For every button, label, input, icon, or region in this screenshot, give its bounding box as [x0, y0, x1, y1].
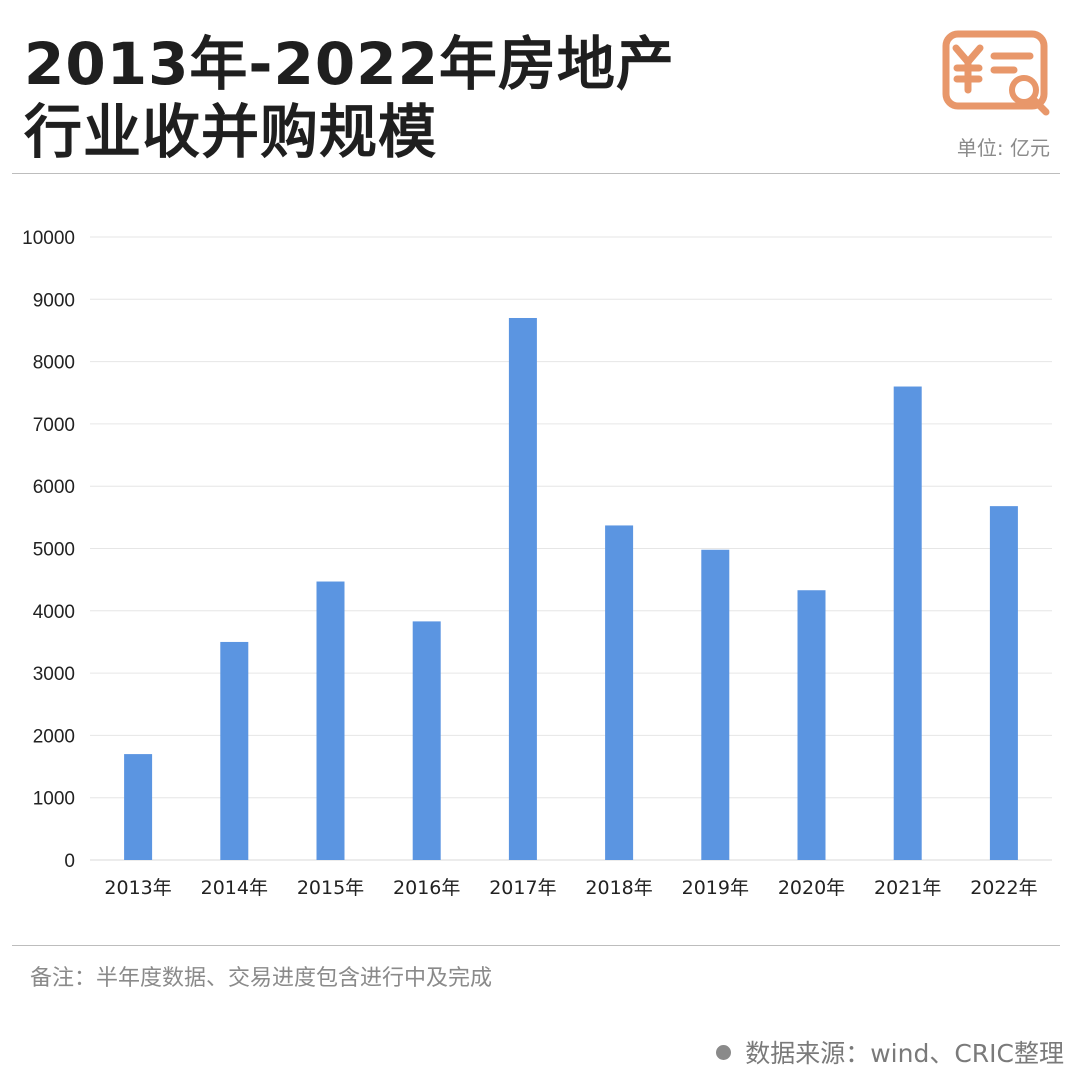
- bar: [508, 317, 537, 860]
- y-tick-label: 4000: [33, 602, 75, 623]
- x-tick-label: 2013年: [104, 877, 171, 899]
- bar: [412, 621, 441, 860]
- data-source: 数据来源：wind、CRIC整理: [716, 1034, 1064, 1070]
- unit-label: 单位: 亿元: [956, 136, 1050, 160]
- footer-divider: [12, 945, 1060, 946]
- bar: [124, 754, 153, 860]
- y-tick-label: 7000: [33, 415, 75, 436]
- x-tick-label: 2017年: [489, 877, 556, 899]
- x-tick-label: 2018年: [585, 877, 652, 899]
- y-tick-label: 2000: [33, 726, 75, 747]
- x-tick-label: 2022年: [970, 877, 1037, 899]
- title-line-2: 行业收并购规模: [24, 98, 438, 166]
- y-tick-label: 5000: [33, 540, 75, 561]
- bar: [220, 641, 249, 860]
- y-tick-label: 3000: [33, 664, 75, 685]
- y-tick-label: 0: [64, 851, 75, 872]
- data-source-text: 数据来源：wind、CRIC整理: [745, 1039, 1064, 1068]
- bar: [989, 506, 1018, 860]
- y-tick-label: 1000: [33, 789, 75, 810]
- x-tick-label: 2020年: [778, 877, 845, 899]
- y-tick-label: 10000: [22, 228, 75, 249]
- bar: [701, 549, 730, 860]
- bar: [893, 386, 922, 860]
- y-tick-label: 8000: [33, 353, 75, 374]
- bar: [797, 590, 826, 860]
- x-tick-label: 2021年: [874, 877, 941, 899]
- footnote: 备注：半年度数据、交易进度包含进行中及完成: [30, 966, 493, 991]
- bar: [316, 581, 345, 860]
- page-title: 2013年-2022年房地产 行业收并购规模: [24, 30, 675, 166]
- bar-chart: 0 1000 2000 3000 4000 5000 6000 7000 8000 9000 100…: [22, 228, 1052, 899]
- bullet-icon: [716, 1044, 732, 1060]
- bar: [605, 525, 634, 860]
- x-tick-label: 2015年: [297, 877, 364, 899]
- y-tick-label: 9000: [33, 290, 75, 311]
- header-divider: [12, 173, 1060, 174]
- y-tick-label: 6000: [33, 477, 75, 498]
- receipt-search-icon: [942, 30, 1050, 116]
- x-tick-label: 2019年: [682, 877, 749, 899]
- title-line-1: 2013年-2022年房地产: [24, 30, 675, 98]
- x-tick-label: 2014年: [201, 877, 268, 899]
- x-tick-label: 2016年: [393, 877, 460, 899]
